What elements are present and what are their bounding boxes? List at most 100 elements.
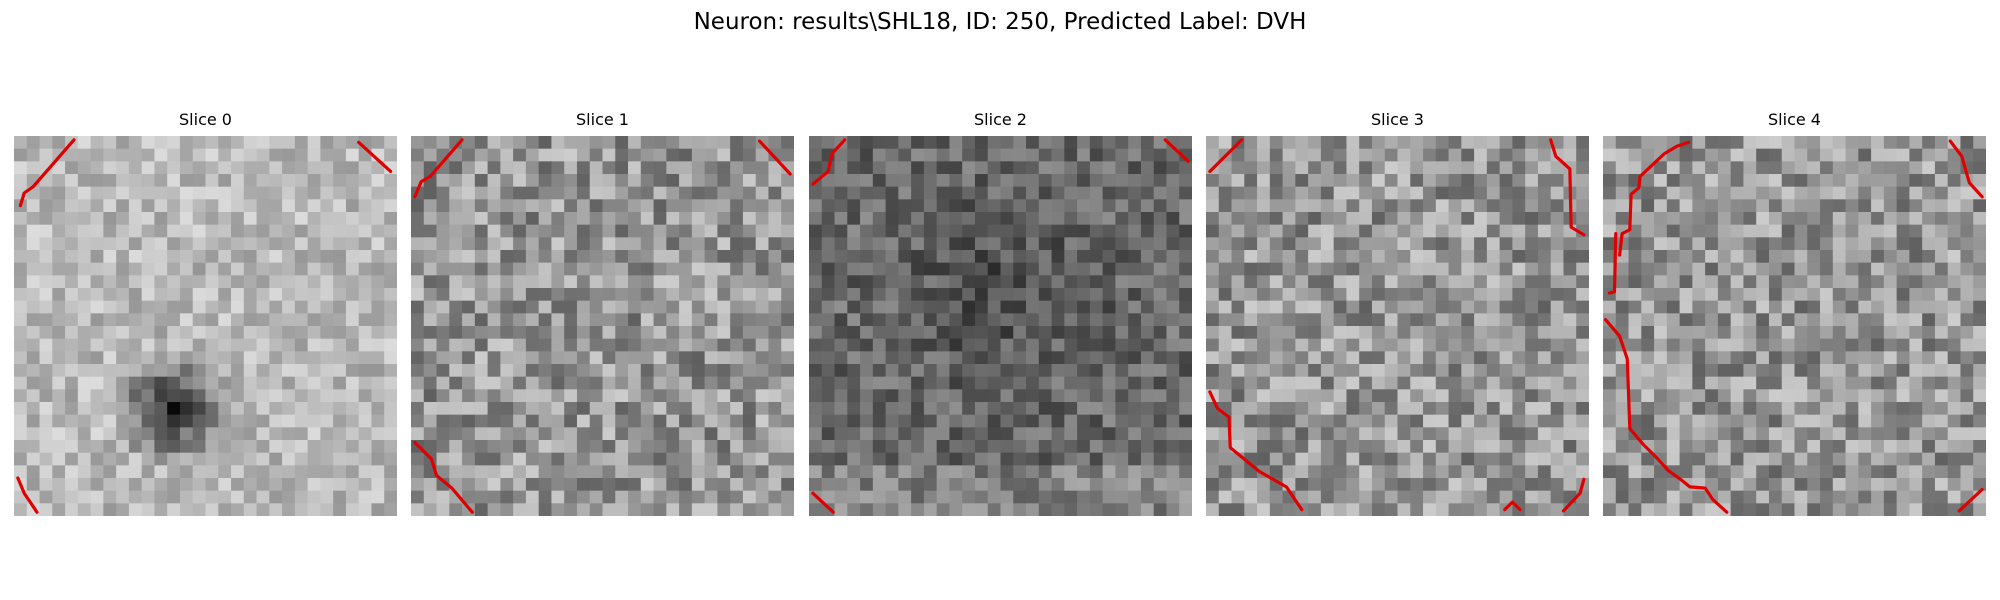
- pixel-cell: [77, 300, 91, 314]
- pixel-cell: [1218, 224, 1232, 238]
- pixel-cell: [755, 503, 769, 516]
- pixel-cell: [640, 427, 654, 441]
- pixel-cell: [1423, 237, 1437, 251]
- pixel-cell: [52, 402, 66, 416]
- pixel-cell: [411, 427, 425, 441]
- pixel-cell: [1423, 490, 1437, 504]
- pixel-cell: [218, 237, 232, 251]
- pixel-cell: [1371, 212, 1386, 226]
- pixel-cell: [821, 440, 835, 454]
- pixel-cell: [691, 478, 706, 492]
- pixel-cell: [834, 452, 848, 466]
- pixel-cell: [1525, 250, 1539, 264]
- pixel-cell: [1257, 414, 1271, 428]
- pixel-cell: [834, 326, 848, 340]
- pixel-cell: [1038, 351, 1052, 365]
- pixel-cell: [589, 313, 603, 327]
- pixel-cell: [911, 174, 925, 188]
- pixel-cell: [436, 174, 450, 188]
- pixel-cell: [205, 237, 219, 251]
- pixel-cell: [602, 376, 616, 390]
- pixel-cell: [666, 148, 680, 162]
- pixel-cell: [449, 389, 463, 403]
- pixel-cell: [679, 351, 693, 365]
- pixel-cell: [128, 237, 143, 251]
- pixel-cell: [1013, 326, 1027, 340]
- pixel-cell: [1922, 275, 1936, 289]
- pixel-cell: [1922, 452, 1936, 466]
- pixel-cell: [860, 427, 874, 441]
- pixel-cell: [1102, 376, 1116, 390]
- pixel-cell: [911, 300, 925, 314]
- pixel-cell: [1550, 452, 1564, 466]
- pixel-cell: [1679, 452, 1693, 466]
- pixel-cell: [704, 174, 718, 188]
- pixel-cell: [809, 402, 823, 416]
- pixel-cell: [704, 402, 718, 416]
- pixel-cell: [602, 414, 616, 428]
- pixel-cell: [1218, 212, 1232, 226]
- pixel-cell: [371, 224, 385, 238]
- pixel-cell: [730, 250, 744, 264]
- pixel-cell: [320, 402, 334, 416]
- pixel-cell: [576, 186, 591, 200]
- pixel-cell: [1858, 300, 1872, 314]
- pixel-cell: [872, 186, 886, 200]
- pixel-cell: [860, 452, 874, 466]
- pixel-cell: [26, 148, 40, 162]
- pixel-cell: [269, 275, 283, 289]
- pixel-cell: [1896, 300, 1910, 314]
- pixel-cell: [821, 250, 835, 264]
- pixel-cell: [1320, 174, 1335, 188]
- pixel-cell: [1960, 326, 1974, 340]
- pixel-cell: [898, 402, 912, 416]
- pixel-cell: [1089, 262, 1104, 276]
- pixel-cell: [1832, 224, 1846, 238]
- pixel-cell: [307, 250, 321, 264]
- pixel-cell: [1282, 440, 1296, 454]
- pixel-cell: [1960, 389, 1974, 403]
- pixel-cell: [1730, 237, 1744, 251]
- pixel-cell: [872, 148, 886, 162]
- pixel-cell: [1423, 351, 1437, 365]
- pixel-cell: [423, 148, 437, 162]
- pixel-cell: [1371, 402, 1386, 416]
- pixel-cell: [1346, 186, 1360, 200]
- pixel-cell: [1269, 161, 1283, 175]
- pixel-cell: [1064, 364, 1078, 378]
- pixel-cell: [538, 186, 552, 200]
- pixel-cell: [128, 452, 143, 466]
- pixel-cell: [1218, 389, 1232, 403]
- pixel-cell: [500, 402, 514, 416]
- pixel-cell: [923, 351, 938, 365]
- pixel-cell: [860, 186, 874, 200]
- pixel-cell: [1973, 440, 1986, 454]
- pixel-cell: [320, 465, 334, 479]
- pixel-cell: [1576, 313, 1589, 327]
- pixel-cell: [141, 262, 155, 276]
- pixel-cell: [538, 364, 552, 378]
- pixel-cell: [513, 490, 527, 504]
- pixel-cell: [898, 351, 912, 365]
- pixel-cell: [717, 300, 731, 314]
- pixel-cell: [513, 136, 527, 150]
- pixel-cell: [333, 300, 347, 314]
- pixel-cell: [1051, 326, 1065, 340]
- pixel-cell: [39, 402, 53, 416]
- pixel-cell: [1244, 503, 1258, 516]
- pixel-cell: [1448, 250, 1462, 264]
- pixel-cell: [1448, 427, 1462, 441]
- pixel-cell: [834, 313, 848, 327]
- pixel-cell: [1666, 427, 1680, 441]
- pixel-cell: [1218, 364, 1232, 378]
- pixel-cell: [1077, 503, 1091, 516]
- pixel-cell: [525, 326, 540, 340]
- pixel-cell: [576, 376, 591, 390]
- pixel-cell: [1333, 288, 1347, 302]
- pixel-cell: [691, 414, 706, 428]
- pixel-cell: [513, 351, 527, 365]
- pixel-cell: [1333, 186, 1347, 200]
- pixel-cell: [1973, 250, 1986, 264]
- pixel-cell: [1756, 338, 1770, 352]
- pixel-cell: [282, 300, 296, 314]
